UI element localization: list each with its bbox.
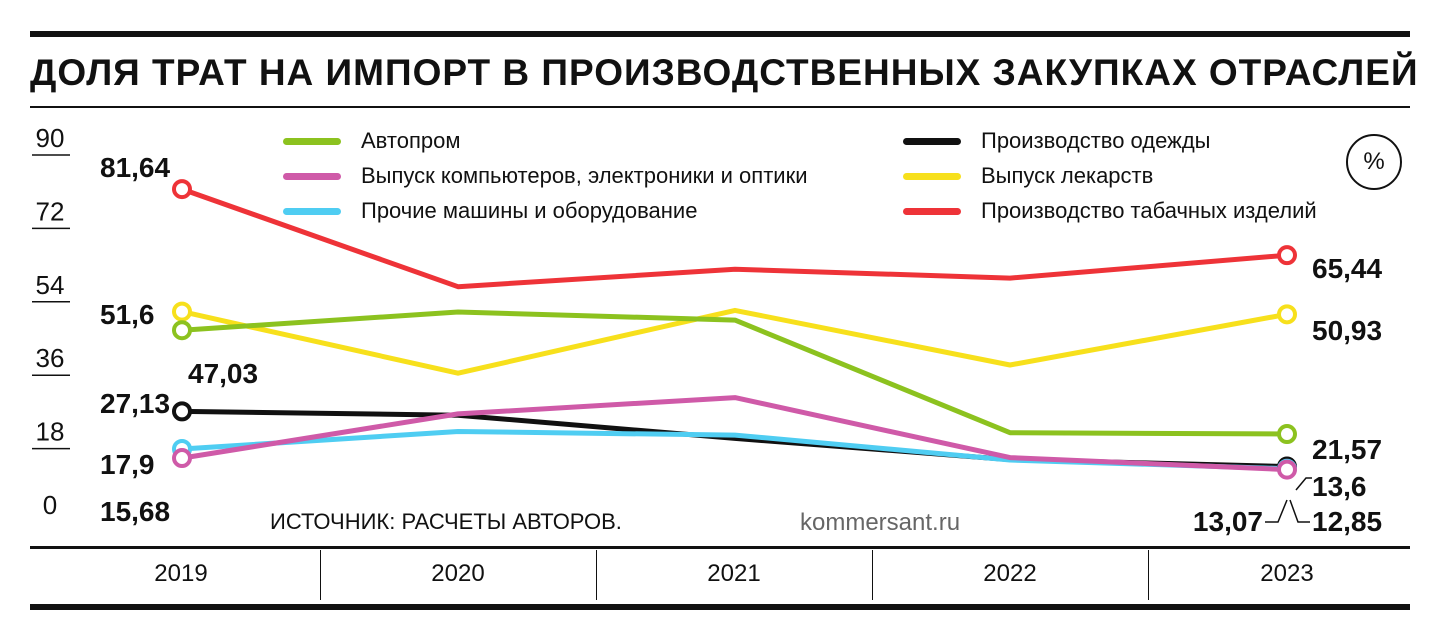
legend-swatch <box>903 137 961 145</box>
data-point-marker <box>172 179 192 200</box>
series-line <box>179 307 1290 376</box>
title-rule <box>30 106 1410 108</box>
value-label: 21,57 <box>1312 434 1382 465</box>
bottom-rule <box>30 604 1410 610</box>
value-label: 50,93 <box>1312 315 1382 346</box>
y-tick-label: 54 <box>36 270 65 300</box>
y-tick-label: 90 <box>36 123 65 153</box>
y-tick-label: 72 <box>36 196 65 226</box>
top-rule <box>30 31 1410 37</box>
legend-label: Выпуск компьютеров, электроники и оптики <box>361 163 808 188</box>
legend-swatch <box>283 137 341 145</box>
legend-item-machinery: Прочие машины и оборудование <box>283 198 697 224</box>
value-label: 47,03 <box>188 358 258 389</box>
value-label: 12,85 <box>1312 506 1382 537</box>
x-tick-label: 2019 <box>154 560 208 587</box>
data-point-marker <box>172 320 192 341</box>
series-line <box>179 309 1290 437</box>
value-label: 51,6 <box>100 299 155 330</box>
unit-badge: % <box>1346 134 1402 190</box>
x-tick-label: 2020 <box>431 560 485 587</box>
legend-item-medicine: Выпуск лекарств <box>903 163 1153 189</box>
x-separator <box>320 550 321 600</box>
y-tick-label: 36 <box>36 343 65 373</box>
series-line <box>179 186 1290 290</box>
data-point-marker <box>172 301 192 322</box>
data-point-marker <box>1277 459 1297 480</box>
leader-line <box>1289 499 1310 523</box>
value-label: 15,68 <box>100 496 170 527</box>
y-tick-label: 18 <box>36 417 65 447</box>
legend-swatch <box>283 207 341 215</box>
series-line <box>179 395 1290 473</box>
value-label: 13,6 <box>1312 471 1367 502</box>
x-tick-label: 2023 <box>1260 560 1314 587</box>
value-label: 81,64 <box>100 152 170 183</box>
legend-label: Автопром <box>361 128 461 153</box>
legend-swatch <box>903 207 961 215</box>
value-label: 13,07 <box>1193 506 1263 537</box>
legend-item-clothing: Производство одежды <box>903 128 1211 154</box>
x-separator <box>596 550 597 600</box>
legend-label: Прочие машины и оборудование <box>361 198 698 223</box>
axis-top-rule <box>30 546 1410 549</box>
x-separator <box>1148 550 1149 600</box>
x-separator <box>872 550 873 600</box>
y-tick-label: 0 <box>43 490 57 520</box>
legend-swatch <box>903 172 961 180</box>
value-label: 17,9 <box>100 449 155 480</box>
site-credit: kommersant.ru <box>800 509 961 536</box>
source-note: ИСТОЧНИК: РАСЧЕТЫ АВТОРОВ. <box>270 509 622 534</box>
data-point-marker <box>1277 424 1297 445</box>
legend-item-electronics: Выпуск компьютеров, электроники и оптики <box>283 163 808 189</box>
legend-item-autoprom: Автопром <box>283 128 460 154</box>
legend-label: Производство табачных изделий <box>981 198 1317 223</box>
x-tick-label: 2021 <box>707 560 761 587</box>
data-point-marker <box>1277 304 1297 325</box>
value-label: 65,44 <box>1312 253 1382 284</box>
x-tick-label: 2022 <box>983 560 1037 587</box>
legend-item-tobacco: Производство табачных изделий <box>903 198 1317 224</box>
data-point-marker <box>172 448 192 469</box>
leader-line <box>1295 477 1312 491</box>
chart-title: ДОЛЯ ТРАТ НА ИМПОРТ В ПРОИЗВОДСТВЕННЫХ З… <box>30 52 1419 93</box>
legend-swatch <box>283 172 341 180</box>
data-point-marker <box>1277 245 1297 266</box>
data-point-marker <box>172 401 192 422</box>
value-label: 27,13 <box>100 388 170 419</box>
legend-label: Выпуск лекарств <box>981 163 1154 188</box>
leader-line <box>1265 499 1288 523</box>
legend-label: Производство одежды <box>981 128 1211 153</box>
